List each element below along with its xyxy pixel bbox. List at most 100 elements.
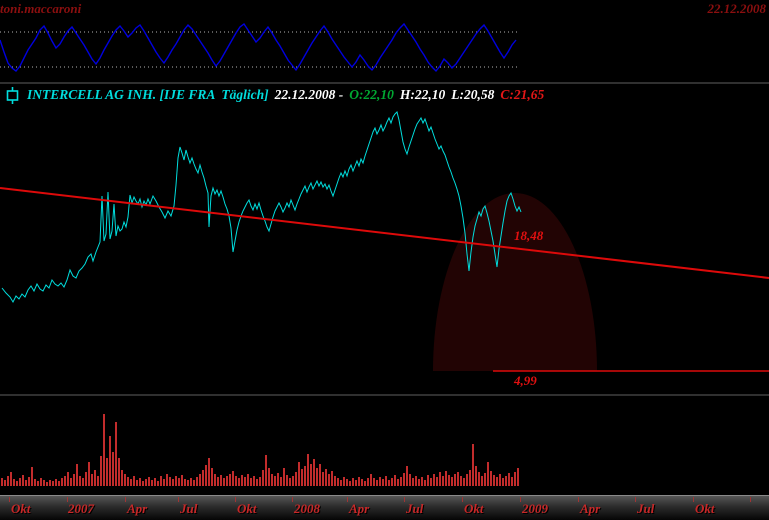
volume-bar [487, 462, 489, 486]
volume-bar [172, 479, 174, 486]
volume-bar [361, 479, 363, 486]
volume-bar [1, 478, 3, 486]
volume-bar [232, 471, 234, 486]
volume-bar [181, 475, 183, 486]
volume-bar [406, 466, 408, 486]
volume-bar [478, 472, 480, 486]
volume-bar [469, 470, 471, 486]
volume-bar [247, 474, 249, 486]
volume-bar [277, 473, 279, 486]
volume-bar [163, 479, 165, 486]
axis-divider [0, 495, 769, 496]
volume-bar [358, 477, 360, 486]
volume-bar [130, 479, 132, 486]
volume-bar [178, 478, 180, 486]
volume-bar [325, 469, 327, 486]
volume-bar [193, 480, 195, 486]
volume-bar [274, 476, 276, 486]
volume-bar [328, 474, 330, 486]
volume-bar [352, 478, 354, 486]
candlestick-icon[interactable] [6, 86, 19, 104]
volume-bar [220, 475, 222, 486]
volume-bar [121, 470, 123, 486]
volume-bar [496, 477, 498, 486]
volume-bar [280, 477, 282, 486]
volume-bar [382, 479, 384, 486]
volume-bar [466, 474, 468, 486]
volume-bar [151, 480, 153, 486]
volume-bar [310, 464, 312, 486]
volume-bar [7, 476, 9, 486]
volume-bar [394, 475, 396, 486]
volume-bar [511, 477, 513, 486]
axis-tick [578, 497, 579, 502]
time-axis[interactable]: Okt 2007 Apr Jul Okt 2008 Apr Jul Okt 2009 Apr Jul O… [0, 496, 769, 520]
volume-bar [118, 458, 120, 486]
price-intercell-line[interactable] [1, 111, 522, 304]
volume-bar [292, 476, 294, 486]
volume-bar [241, 475, 243, 486]
volume-bar [286, 475, 288, 486]
volume-bar [25, 480, 27, 486]
volume-bar [475, 466, 477, 486]
volume-bar [205, 465, 207, 486]
quote-open: O:22,10 [349, 87, 394, 102]
axis-label-apr: Apr [127, 501, 148, 516]
axis-tick [67, 497, 68, 502]
volume-bar [508, 473, 510, 486]
volume-bar [91, 474, 93, 486]
support-value-label: 4,99 [514, 373, 537, 388]
volume-bar [52, 481, 54, 486]
volume-bar [340, 480, 342, 486]
volume-bar [316, 468, 318, 486]
trendline[interactable] [0, 187, 769, 279]
volume-bar [451, 477, 453, 486]
axis-tick [462, 497, 463, 502]
volume-bar [94, 470, 96, 486]
volume-bar [484, 473, 486, 486]
volume-bar [196, 477, 198, 486]
instrument-name[interactable]: INTERCELL AG INH. [IJE FRA Täglich] [27, 87, 269, 102]
volume-bar [19, 478, 21, 486]
volume-bar [157, 481, 159, 486]
volume-bar [16, 481, 18, 486]
volume-bar [418, 479, 420, 486]
volume-bar [505, 476, 507, 486]
momentum-oscillator-line[interactable] [0, 22, 517, 73]
volume-bar [463, 478, 465, 486]
volume-bar [364, 481, 366, 486]
volume-bar [436, 477, 438, 486]
volume-bar [154, 478, 156, 486]
volume-bar [367, 478, 369, 486]
volume-bar [109, 436, 111, 486]
volume-bar [334, 476, 336, 486]
volume-bar [112, 452, 114, 486]
volume-bar [256, 479, 258, 486]
quote-date: 22.12.2008 - [274, 87, 344, 102]
volume-bar [214, 474, 216, 486]
volume-bar [208, 458, 210, 486]
axis-label-jul: Jul [406, 501, 424, 516]
volume-bar [202, 470, 204, 486]
volume-bar [136, 480, 138, 486]
watermark-date: 22.12.2008 [707, 1, 767, 16]
volume-bar [88, 462, 90, 486]
volume-bar [76, 464, 78, 486]
axis-tick [520, 497, 521, 502]
volume-bar [454, 474, 456, 486]
volume-bar [145, 479, 147, 486]
volume-bar [388, 480, 390, 486]
axis-label-okt: Okt [11, 501, 31, 516]
volume-bar [472, 444, 474, 486]
volume-bar [175, 476, 177, 486]
volume-bar [262, 470, 264, 486]
volume-bar [421, 477, 423, 486]
volume-bar [148, 477, 150, 486]
volume-bar [313, 459, 315, 486]
volume-bar [124, 474, 126, 486]
volume-bar [403, 473, 405, 486]
volume-bar [427, 475, 429, 486]
volume-bar [106, 458, 108, 486]
